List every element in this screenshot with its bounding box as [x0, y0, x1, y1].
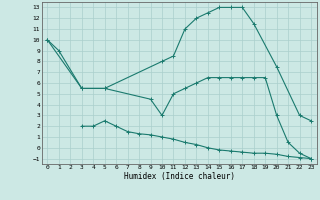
X-axis label: Humidex (Indice chaleur): Humidex (Indice chaleur) [124, 172, 235, 181]
